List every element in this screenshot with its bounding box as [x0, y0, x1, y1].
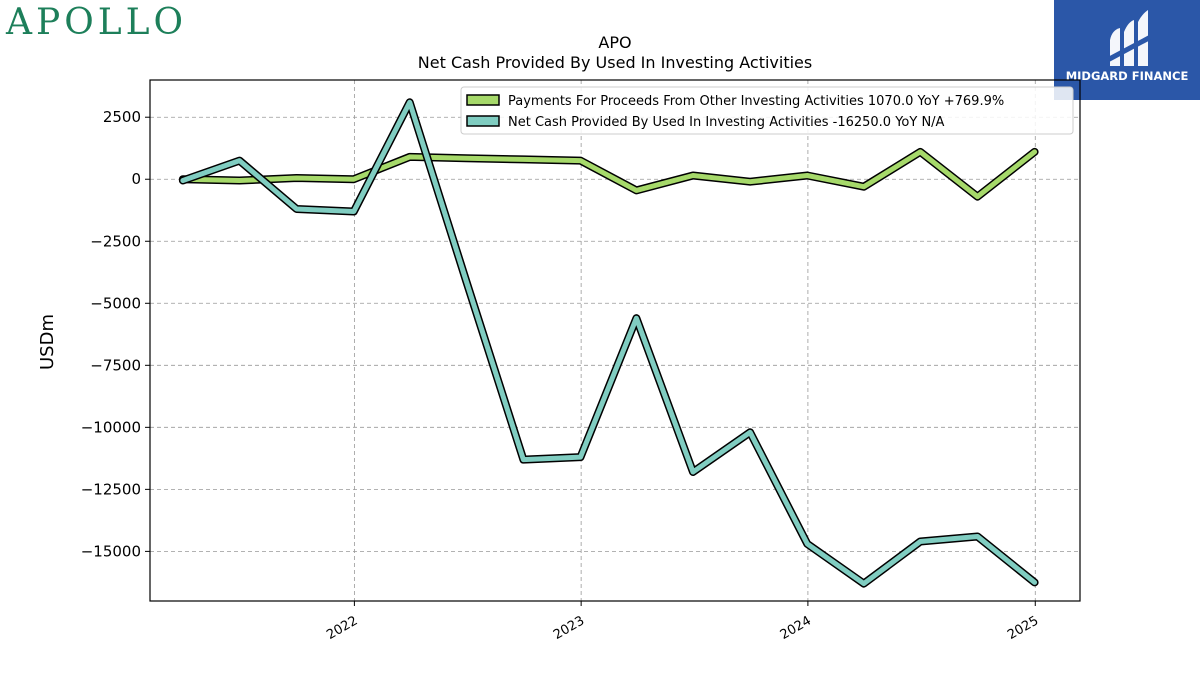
series-1-line: [180, 149, 1038, 200]
x-tick-label: 2023: [551, 613, 587, 643]
y-tick-label: 2500: [103, 108, 141, 126]
chart-title: APO: [598, 33, 631, 52]
grid: [150, 80, 1080, 601]
y-tick-label: −10000: [81, 418, 141, 436]
legend-entry: Net Cash Provided By Used In Investing A…: [508, 115, 945, 130]
x-tick-label: 2025: [1005, 613, 1041, 643]
y-tick-label: 0: [131, 170, 141, 188]
midgard-finance-logo: MIDGARD FINANCE: [1054, 0, 1200, 100]
y-axis-label: USDm: [37, 314, 58, 370]
y-tick-label: −7500: [90, 356, 141, 374]
x-tick-label: 2024: [778, 613, 814, 643]
y-tick-label: −15000: [81, 542, 141, 560]
midgard-logo-icon: [1107, 10, 1151, 66]
series-layer: [178, 98, 1039, 588]
series-2-line: [180, 99, 1038, 587]
chart-subtitle: Net Cash Provided By Used In Investing A…: [418, 53, 812, 72]
legend-entry: Payments For Proceeds From Other Investi…: [508, 94, 1004, 109]
legend-box: [460, 86, 1074, 135]
y-tick-label: −2500: [90, 232, 141, 250]
legend-swatch: [466, 115, 500, 127]
midgard-logo-text: MIDGARD FINANCE: [1065, 69, 1189, 83]
apollo-logo: APOLLO: [6, 2, 188, 43]
x-ticks: 2022 2023 2024 2025: [324, 601, 1041, 643]
y-tick-label: −12500: [81, 480, 141, 498]
y-ticks: 2500 0 −2500 −5000 −7500 −10000 −12500 −15000: [81, 108, 150, 560]
legend-swatch: [466, 94, 500, 106]
x-tick-label: 2022: [324, 613, 360, 643]
y-tick-label: −5000: [90, 294, 141, 312]
plot-frame: [149, 79, 1081, 602]
legend: Payments For Proceeds From Other Investi…: [460, 86, 1074, 135]
